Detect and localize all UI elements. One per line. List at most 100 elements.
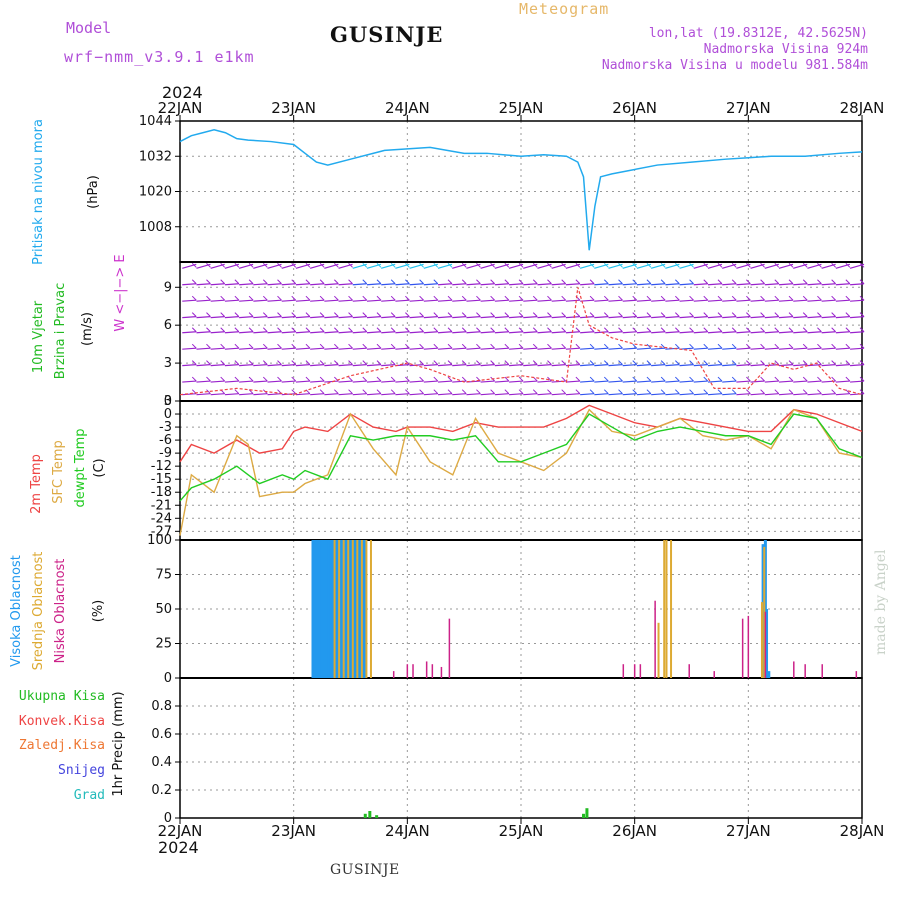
wind-barb [793, 347, 808, 350]
wind-barb [466, 283, 481, 286]
wind-barb [196, 364, 211, 367]
wind-barb-flag [859, 376, 865, 382]
wind-barb-flag [234, 376, 240, 382]
wind-barb-flag [234, 279, 240, 285]
high-cloud-bar [361, 540, 365, 678]
low-cloud-bar [392, 671, 395, 678]
high-cloud-bar [338, 540, 342, 678]
wind-barb-flag [348, 295, 353, 301]
wind-barb [807, 316, 822, 319]
wind-barb-flag [220, 376, 226, 382]
date-label-top: 27JAN [726, 99, 771, 117]
wind-barb-flag [206, 312, 211, 317]
wind-barb-flag [405, 262, 410, 268]
wind-barb-flag [348, 279, 353, 285]
low-cloud-bar [431, 664, 434, 678]
wind-barb [509, 393, 524, 396]
wind-barb [509, 364, 524, 367]
wind-barb-flag [689, 389, 694, 395]
wind-barb-flag [334, 262, 339, 268]
wind-barb-flag [660, 376, 666, 382]
pressure-unit-label: (hPa) [86, 175, 101, 209]
wind-barb-flag [262, 343, 268, 349]
wind-barb [850, 331, 865, 334]
wind-barb-flag [859, 262, 865, 268]
wind-barb [523, 380, 538, 383]
wind-barb [210, 364, 225, 367]
wind-barb-flag [319, 312, 325, 317]
wind-barb-flag [532, 312, 538, 317]
mid-cloud-bar [333, 540, 336, 678]
wind-barb-flag [490, 279, 496, 285]
wind-barb-flag [220, 262, 226, 268]
wind-barb-flag [447, 262, 453, 268]
elevation-info: Nadmorska Visina 924m [703, 42, 868, 57]
wind-barb-flag [291, 376, 297, 382]
y-tick-label: 1020 [139, 185, 172, 200]
mid-cloud-bar [351, 540, 354, 678]
wind-barb [750, 393, 765, 396]
y-tick-label: 1032 [139, 149, 172, 164]
y-tick-label: -12 [151, 459, 172, 474]
wind-barb-flag [362, 343, 368, 349]
wind-barb [224, 299, 239, 302]
wind-barb [423, 380, 438, 383]
wind-barb [366, 347, 382, 350]
wind-barb-flag [504, 327, 510, 333]
low-cloud-bar [688, 664, 690, 678]
wind-barb [622, 316, 637, 319]
wind-barb-flag [547, 360, 552, 365]
wind-barb [494, 299, 509, 302]
wind-barb-flag [746, 279, 751, 285]
wind-barb-flag [575, 262, 581, 268]
wind-barb-flag [206, 360, 211, 365]
wind-barb [580, 283, 595, 286]
wind-barb [452, 347, 467, 350]
wind-barb [196, 331, 211, 334]
low-cloud-bar [821, 664, 823, 678]
y-tick-label: -15 [151, 472, 172, 487]
wind-barb-flag [746, 312, 751, 317]
wind-barb [494, 364, 509, 367]
wind-barb [793, 283, 808, 286]
wind-barb-flag [717, 376, 723, 382]
wind-barb [793, 316, 808, 319]
wind-barb-flag [561, 343, 567, 349]
wind-barb-flag [191, 279, 197, 285]
wind-barb [509, 316, 524, 319]
wind-barb-flag [689, 327, 694, 333]
mid-cloud-bar [365, 540, 368, 678]
wind-barb-flag [561, 279, 567, 285]
wind-barb-flag [447, 295, 453, 301]
wind-barb [295, 364, 310, 367]
wind-barb-flag [419, 279, 424, 285]
wind-barb [580, 393, 595, 396]
wind-barb-flag [845, 376, 851, 382]
wind-barb-flag [447, 279, 453, 285]
wind-barb-flag [206, 327, 211, 333]
wind-barb [850, 316, 865, 319]
wind-barb-flag [461, 279, 467, 285]
wind-barb [807, 347, 822, 350]
wind-barb [452, 331, 467, 334]
wind-barb [437, 380, 453, 383]
wind-barb [210, 316, 225, 319]
panel-pressure: 1044 1032 1020 1008 [139, 114, 863, 263]
wind-barb-flag [405, 312, 410, 317]
wind-barb [594, 299, 609, 302]
wind-barb-flag [220, 279, 226, 285]
wind-barb-flag [746, 343, 751, 349]
wind-barb-flag [277, 360, 282, 365]
wind-barb-flag [461, 360, 467, 365]
wind-direction-legend: W <−|−> E [113, 254, 128, 331]
wind-barb [224, 393, 239, 396]
wind-barb [210, 393, 225, 396]
wind-barb-flag [547, 376, 552, 382]
wind-barb-flag [831, 343, 837, 349]
wind-barb-flag [632, 262, 638, 268]
wind-barb [523, 316, 538, 319]
wind-barb-flag [433, 295, 439, 301]
wind-axis-subtitle: Brzina i Pravac [53, 283, 68, 380]
wind-barb-flag [760, 376, 765, 382]
wind-barb [210, 299, 225, 302]
